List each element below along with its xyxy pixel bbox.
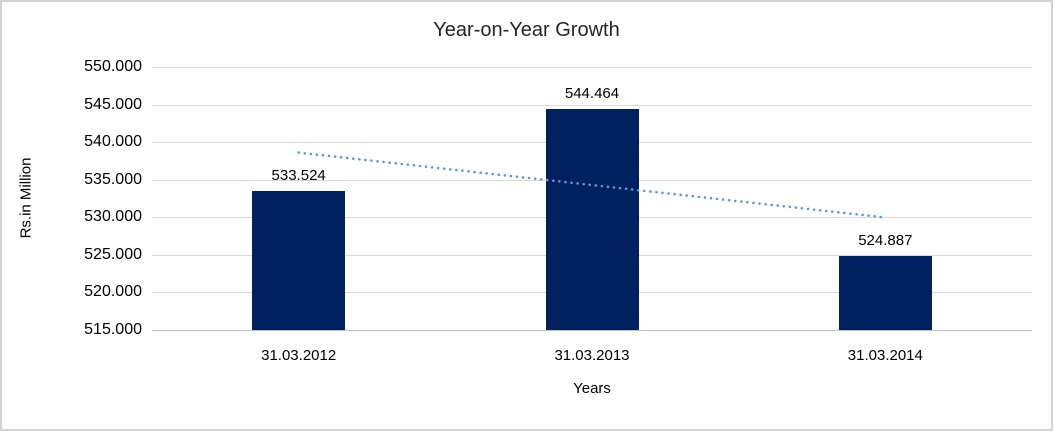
bar bbox=[545, 108, 639, 330]
y-tick-label: 525.000 bbox=[84, 246, 142, 263]
chart-title: Year-on-Year Growth bbox=[433, 19, 620, 41]
x-axis-title: Years bbox=[573, 380, 611, 397]
y-tick-label: 515.000 bbox=[84, 321, 142, 338]
y-tick-label: 550.000 bbox=[84, 58, 142, 75]
data-label: 533.524 bbox=[271, 166, 326, 184]
bar bbox=[252, 190, 346, 330]
y-tick-label: 530.000 bbox=[84, 208, 142, 225]
y-axis-title-text: Rs.in Million bbox=[17, 157, 35, 239]
bar bbox=[838, 255, 932, 330]
x-tick-label: 31.03.2014 bbox=[847, 347, 923, 364]
x-axis-line bbox=[152, 330, 1032, 331]
data-label: 524.887 bbox=[858, 231, 913, 249]
data-label: 544.464 bbox=[564, 84, 620, 102]
gridline bbox=[152, 67, 1032, 68]
x-tick-label: 31.03.2012 bbox=[261, 347, 337, 364]
y-tick-label: 540.000 bbox=[84, 133, 142, 150]
y-tick-label: 545.000 bbox=[84, 96, 142, 113]
y-tick-label: 535.000 bbox=[84, 171, 142, 188]
y-tick-label: 520.000 bbox=[84, 283, 142, 300]
gridline bbox=[152, 105, 1032, 106]
x-tick-label: 31.03.2013 bbox=[554, 347, 630, 364]
